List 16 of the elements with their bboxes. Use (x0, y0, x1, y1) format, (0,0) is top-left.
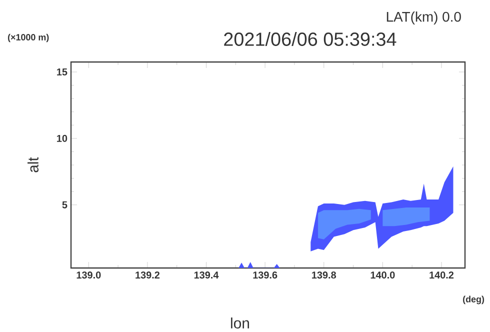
y-axis-title: alt (28, 157, 38, 172)
x-axis-title: lon (231, 318, 249, 329)
chart-title: 2021/06/06 05:39:34 (224, 32, 396, 46)
text: (deg) (463, 296, 484, 304)
x-tick-label: 140.2 (430, 272, 454, 279)
y-tick-label: 10 (57, 134, 68, 142)
y-tick-label: 5 (62, 201, 68, 208)
x-tick-label: 139.0 (76, 272, 101, 279)
text: LAT(km) 0.0 (386, 12, 461, 25)
x-tick-label: 140.0 (370, 272, 395, 279)
x-tick-label: 139.6 (253, 272, 278, 279)
text: (×1000 m) (8, 34, 49, 42)
x-tick-label: 139.2 (136, 272, 160, 279)
x-tick-label: 139.8 (312, 272, 336, 279)
x-tick-label: 139.4 (194, 272, 219, 279)
y-tick-label: 15 (57, 68, 68, 76)
